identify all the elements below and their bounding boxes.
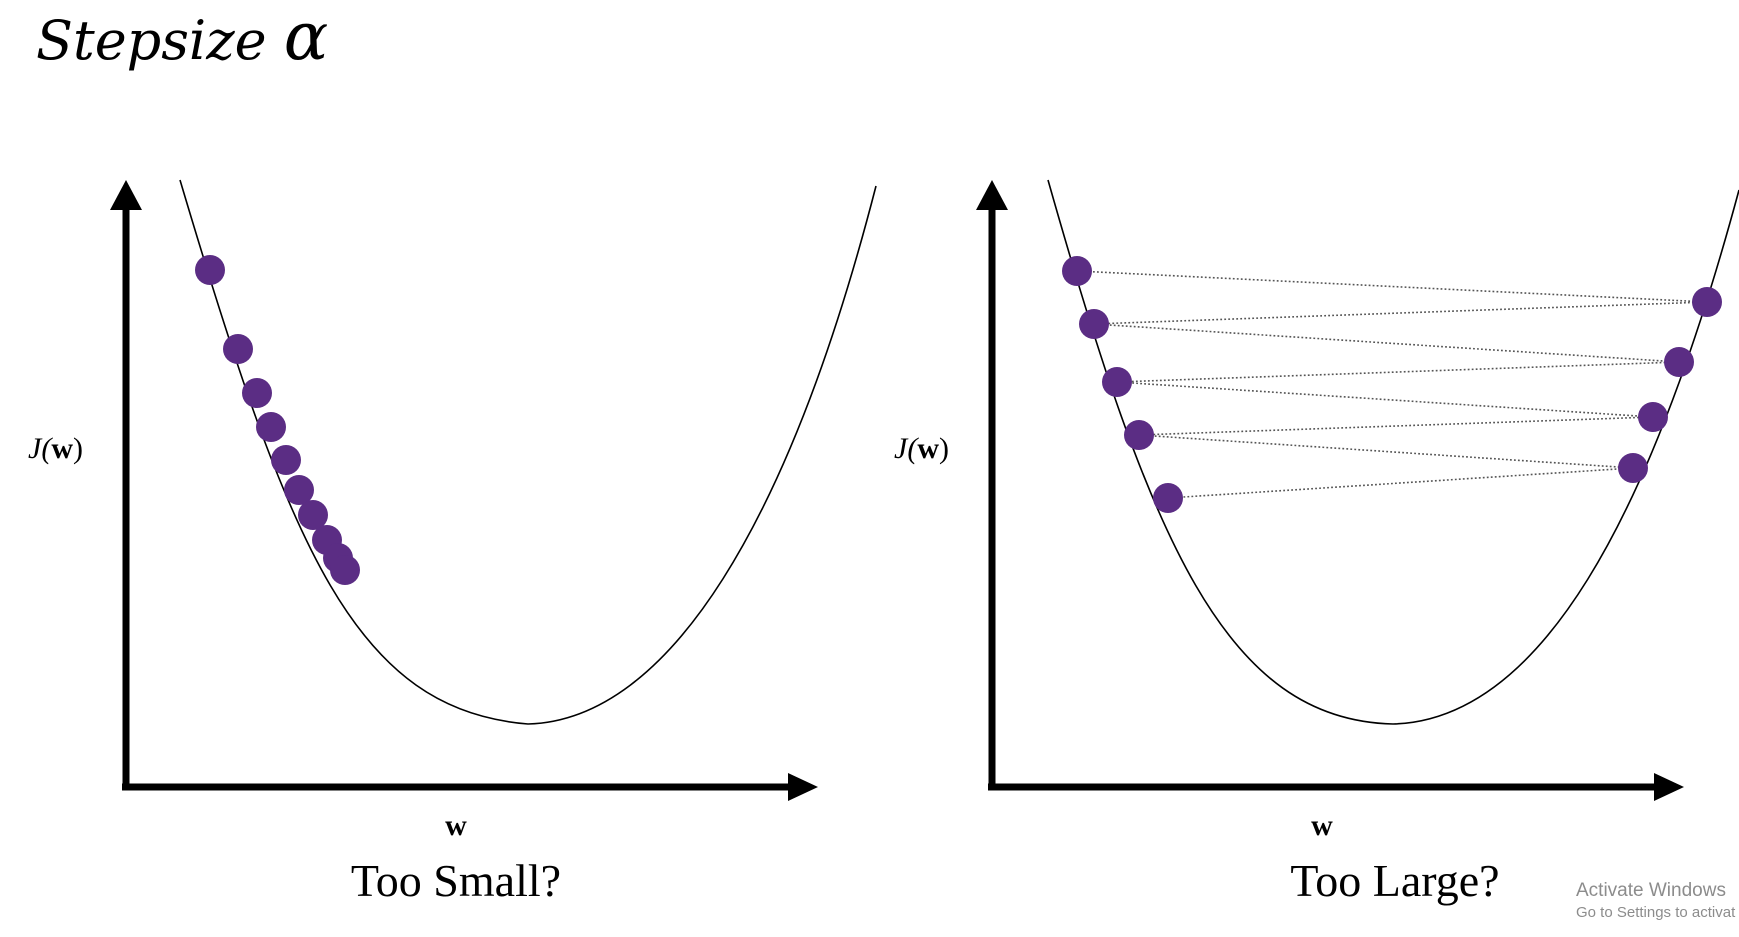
caption-too-large: Too Large? (1290, 855, 1499, 906)
watermark-line-1: Activate Windows (1576, 880, 1726, 901)
step-dot (1079, 309, 1109, 339)
x-axis-arrowhead-left (788, 773, 818, 801)
step-dot (1664, 347, 1694, 377)
step-dot (284, 475, 314, 505)
y-label-post-left: ) (73, 432, 83, 465)
step-dot (195, 255, 225, 285)
x-axis-label-left: w (445, 809, 467, 842)
step-dot (298, 500, 328, 530)
panel-too-small: J(w) w Too Small? (28, 179, 877, 906)
y-axis-arrowhead-left (110, 180, 142, 210)
y-axis-label-left: J(w) (28, 432, 83, 465)
loss-curve-right (1047, 179, 1739, 725)
step-dot (242, 378, 272, 408)
step-dot (271, 445, 301, 475)
step-dot (1692, 287, 1722, 317)
panel-too-large: J(w) w Too Large? (894, 179, 1739, 906)
oscillation-lines (1076, 270, 1708, 499)
dots-small-steps (195, 255, 360, 585)
dots-large-steps (1062, 256, 1722, 513)
y-label-post-right: ) (939, 432, 949, 465)
x-axis-arrowhead-right (1654, 773, 1684, 801)
y-label-pre-left: J( (28, 432, 53, 465)
step-dot (1124, 420, 1154, 450)
activate-windows-watermark: Activate Windows Go to Settings to activ… (1576, 880, 1735, 921)
step-dot (330, 555, 360, 585)
step-dot (1102, 367, 1132, 397)
y-label-bold-right: w (917, 432, 939, 465)
step-dot (1618, 453, 1648, 483)
step-dot (1062, 256, 1092, 286)
y-axis-label-right: J(w) (894, 432, 949, 465)
caption-too-small: Too Small? (351, 855, 561, 906)
slide-title: Stepsize α (36, 0, 328, 78)
y-axis-arrowhead-right (976, 180, 1008, 210)
step-dot (1638, 402, 1668, 432)
step-dot (256, 412, 286, 442)
watermark-line-2: Go to Settings to activat (1576, 904, 1736, 921)
x-axis-label-right: w (1311, 809, 1333, 842)
y-label-pre-right: J( (894, 432, 919, 465)
title-text: Stepsize (36, 9, 267, 72)
step-dot (1153, 483, 1183, 513)
oscillation-path (1076, 270, 1708, 499)
step-dot (223, 334, 253, 364)
alpha-symbol: α (283, 0, 329, 75)
y-label-bold-left: w (51, 432, 73, 465)
